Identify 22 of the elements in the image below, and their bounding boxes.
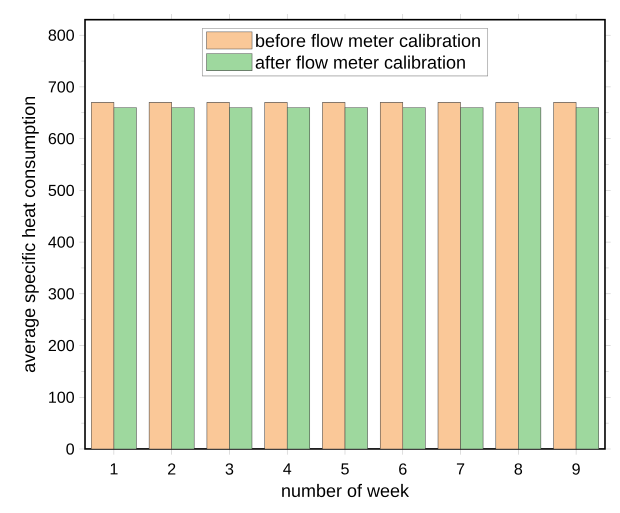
x-tick-label: 8 xyxy=(514,463,522,475)
x-tick-label: 2 xyxy=(168,463,176,475)
x-tick-label: 5 xyxy=(341,463,349,475)
y-tick-label: 800 xyxy=(48,30,74,41)
y-tick-label: 0 xyxy=(66,443,74,455)
x-tick-label: 1 xyxy=(110,463,118,474)
x-tick-label: 3 xyxy=(226,463,234,475)
legend-label: after flow meter calibration xyxy=(256,56,465,69)
y-tick-label: 500 xyxy=(48,184,74,196)
x-tick-label: 4 xyxy=(283,463,292,474)
x-tick-label: 9 xyxy=(572,463,580,475)
x-tick-label: 6 xyxy=(399,463,407,475)
y-axis-title: average specific heat consumption xyxy=(22,96,39,372)
y-tick-label: 400 xyxy=(48,236,74,248)
x-tick-label: 7 xyxy=(456,463,464,474)
y-tick-label: 300 xyxy=(48,288,74,300)
y-tick-label: 700 xyxy=(48,81,74,93)
x-axis-title: number of week xyxy=(282,484,410,498)
legend-label: before flow meter calibration xyxy=(256,34,480,48)
y-tick-label: 600 xyxy=(48,132,74,144)
y-tick-label: 200 xyxy=(48,340,74,352)
y-tick-label: 100 xyxy=(49,392,74,403)
